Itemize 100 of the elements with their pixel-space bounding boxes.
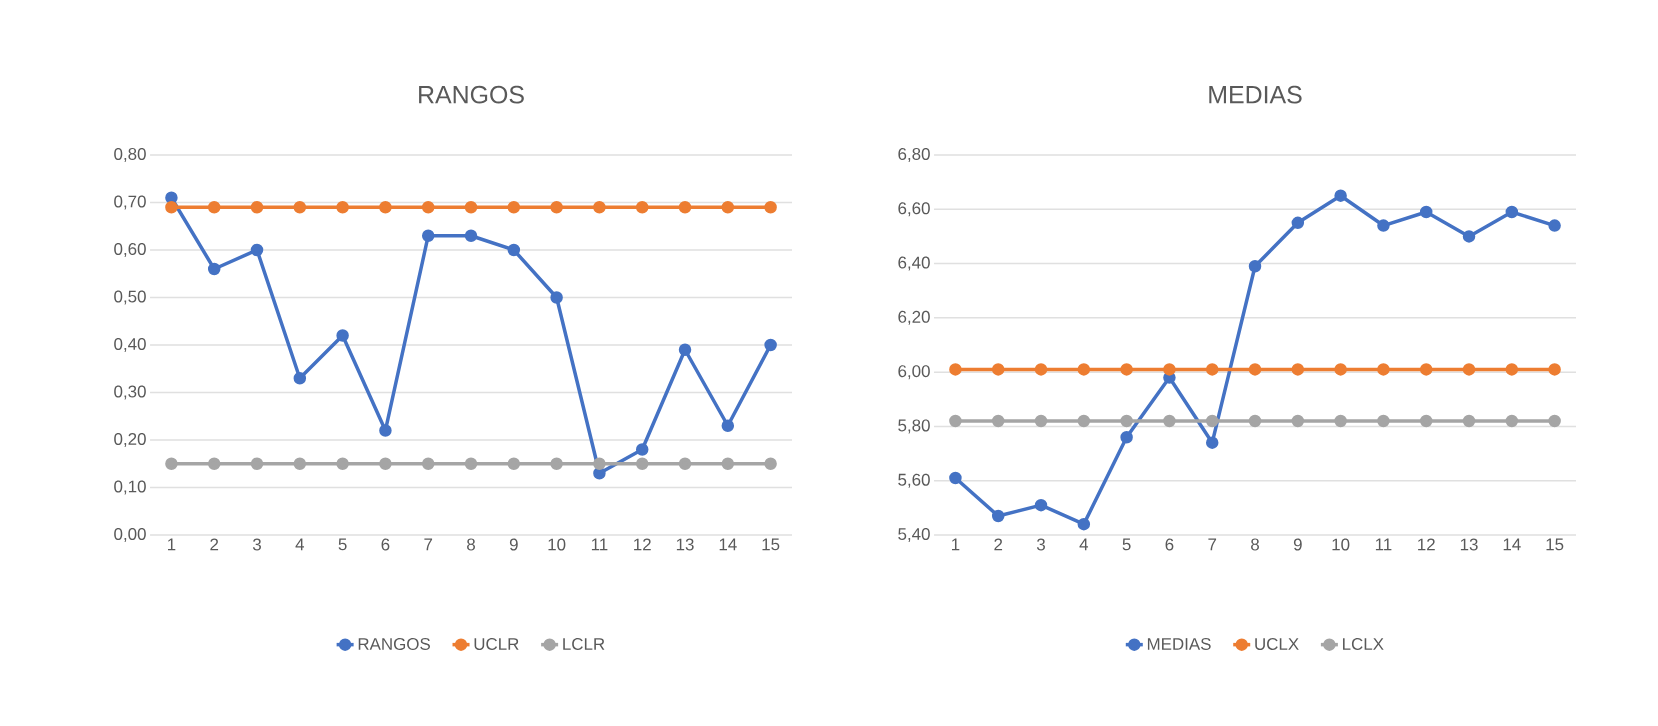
x-tick-label: 5: [1122, 538, 1131, 551]
legend-label: LCLX: [1343, 637, 1384, 650]
x-tick-label: 6: [381, 538, 390, 551]
point: [764, 457, 777, 470]
y-tick-label: 0,10: [114, 480, 146, 495]
point: [507, 200, 521, 214]
x-tick-label: 8: [1251, 538, 1259, 551]
point: [1205, 363, 1219, 376]
x-tick-label: 3: [252, 538, 261, 551]
x-tick-label: 15: [762, 538, 780, 551]
point: [379, 200, 392, 214]
point: [464, 229, 478, 242]
point: [421, 229, 435, 242]
x-tick-label: 3: [1036, 538, 1045, 551]
point: [165, 191, 178, 204]
point: [1377, 414, 1390, 428]
point: [1419, 205, 1433, 219]
x-tick-label: 15: [1546, 538, 1564, 551]
point: [991, 414, 1005, 428]
point: [550, 457, 563, 470]
point: [991, 363, 1005, 376]
point: [678, 457, 692, 470]
x-tick-label: 5: [338, 538, 347, 551]
y-tick-label: 5,80: [898, 419, 930, 434]
point: [593, 466, 606, 480]
y-tick-label: 0,00: [114, 527, 146, 542]
chart-title: RANGOS: [419, 85, 524, 104]
point: [1548, 219, 1561, 232]
point: [949, 471, 962, 485]
point: [207, 200, 221, 214]
point: [1077, 414, 1091, 428]
point: [1205, 436, 1219, 449]
x-tick-label: 2: [994, 538, 1003, 551]
y-tick-label: 6,40: [898, 256, 930, 271]
point: [1034, 363, 1048, 376]
point: [1291, 414, 1305, 428]
point: [293, 371, 307, 385]
point: [1505, 414, 1519, 428]
point: [1419, 363, 1433, 376]
legend-label: UCLX: [1255, 637, 1299, 650]
point: [1034, 414, 1048, 428]
point: [1334, 363, 1347, 376]
point: [1505, 205, 1519, 219]
legend-label: MEDIAS: [1147, 637, 1211, 650]
point: [1120, 431, 1133, 444]
point: [1248, 414, 1262, 428]
x-tick-label: 4: [1079, 538, 1089, 551]
x-tick-label: 7: [424, 538, 433, 551]
y-tick-label: 0,20: [114, 432, 146, 447]
x-tick-label: 11: [591, 538, 608, 551]
point: [1291, 216, 1305, 230]
point: [250, 243, 264, 257]
x-tick-label: 9: [509, 538, 518, 551]
point: [1548, 414, 1561, 428]
y-tick-label: 0,80: [114, 147, 146, 162]
point: [1462, 230, 1476, 243]
y-tick-label: 0,70: [114, 195, 146, 210]
point: [1077, 517, 1091, 531]
point: [1120, 414, 1133, 428]
point: [550, 200, 563, 214]
point: [1120, 363, 1133, 376]
point: [336, 457, 349, 470]
y-tick-label: 6,20: [898, 310, 930, 325]
point: [1334, 189, 1347, 202]
point: [635, 457, 649, 470]
x-tick-label: 10: [548, 538, 566, 551]
point: [1291, 363, 1305, 376]
point: [1077, 363, 1091, 376]
legend-label: UCLR: [474, 637, 519, 650]
point: [293, 200, 307, 214]
point: [379, 457, 392, 470]
point: [165, 200, 178, 214]
point: [1334, 414, 1347, 428]
y-tick-label: 0,60: [114, 242, 146, 257]
point: [1419, 414, 1433, 428]
point: [250, 200, 264, 214]
point: [764, 200, 777, 214]
y-tick-label: 6,60: [898, 202, 930, 217]
y-tick-label: 5,60: [898, 473, 930, 488]
y-tick-label: 5,40: [898, 527, 930, 542]
point: [336, 200, 349, 214]
legend-label: LCLR: [563, 637, 605, 650]
point: [507, 457, 521, 470]
x-tick-label: 11: [1375, 538, 1392, 551]
point: [207, 457, 221, 470]
point: [678, 343, 692, 356]
point: [1462, 363, 1476, 376]
point: [1548, 363, 1561, 376]
point: [1505, 363, 1519, 376]
point: [635, 443, 649, 456]
point: [949, 414, 962, 428]
point: [336, 329, 349, 342]
y-tick-label: 0,30: [114, 385, 146, 400]
point: [464, 457, 478, 470]
point: [507, 243, 521, 257]
x-tick-label: 1: [168, 538, 176, 551]
x-tick-label: 6: [1165, 538, 1174, 551]
point: [1248, 363, 1262, 376]
point: [293, 457, 307, 470]
point: [721, 419, 735, 432]
